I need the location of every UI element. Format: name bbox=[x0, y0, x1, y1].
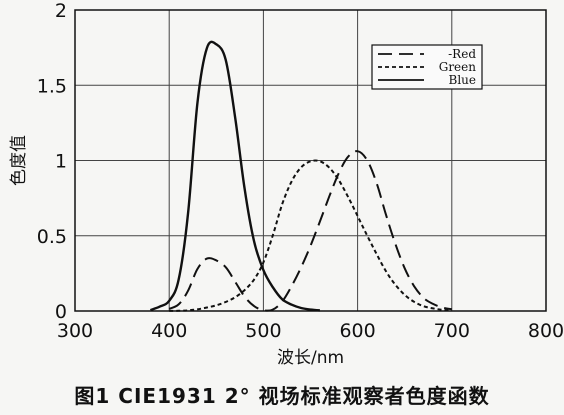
series-line-blue bbox=[149, 40, 320, 312]
y-tick-label: 0.5 bbox=[37, 226, 67, 248]
y-tick-label: 0 bbox=[55, 301, 67, 323]
y-tick-label: 1.5 bbox=[37, 75, 67, 97]
series-line-red bbox=[168, 150, 452, 312]
x-tick-label: 800 bbox=[528, 320, 564, 342]
legend-label-blue: Blue bbox=[449, 73, 477, 87]
chart: 300 400 500 600 700 800 0 0.5 1 1.5 2 -RedGreenBlu… bbox=[9, 0, 564, 368]
series-line-green bbox=[169, 159, 452, 312]
legend-label-red: -Red bbox=[448, 47, 476, 61]
x-tick-label: 400 bbox=[151, 320, 187, 342]
x-tick-label: 300 bbox=[57, 320, 93, 342]
figure-caption: 图1 CIE1931 2° 视场标准观察者色度函数 bbox=[74, 384, 490, 408]
legend-label-green: Green bbox=[439, 60, 477, 74]
x-tick-label: 700 bbox=[434, 320, 470, 342]
plot-frame bbox=[74, 9, 547, 312]
y-axis-label: 色度值 bbox=[9, 135, 29, 186]
axis-ticks: 300 400 500 600 700 800 0 0.5 1 1.5 2 bbox=[37, 0, 564, 342]
legend-box bbox=[371, 44, 483, 90]
chart-series bbox=[149, 40, 452, 312]
y-tick-label: 1 bbox=[55, 151, 67, 173]
y-tick-label: 2 bbox=[55, 0, 67, 22]
x-tick-label: 500 bbox=[245, 320, 281, 342]
x-tick-label: 600 bbox=[339, 320, 375, 342]
x-axis-label: 波长/nm bbox=[277, 348, 344, 368]
